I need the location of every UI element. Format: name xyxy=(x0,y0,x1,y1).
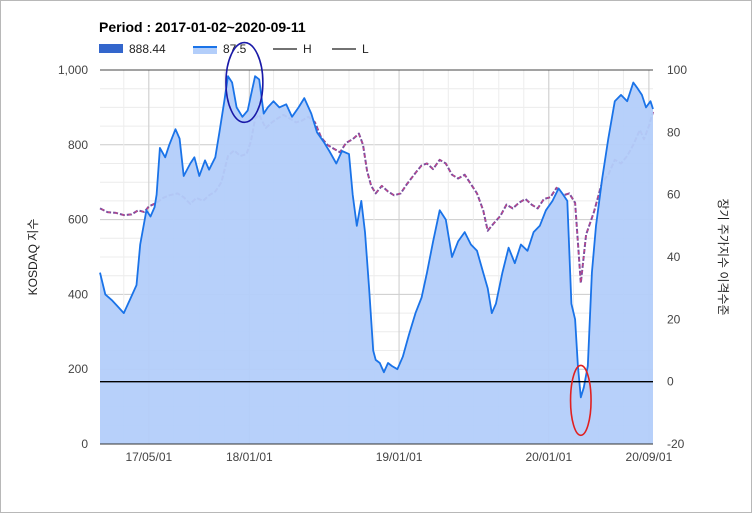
y-right-tick-label: -20 xyxy=(667,437,685,451)
legend-label-2: H xyxy=(303,42,312,56)
y-right-tick-label: 20 xyxy=(667,312,681,326)
legend-label-3: L xyxy=(362,42,369,56)
y-left-tick-label: 200 xyxy=(68,362,88,376)
x-tick-label: 20/01/01 xyxy=(525,450,572,464)
series-line-0 xyxy=(99,111,654,285)
y-right-tick-label: 100 xyxy=(667,63,687,77)
y-right-tick-label: 40 xyxy=(667,250,681,264)
x-tick-label: 17/05/01 xyxy=(125,450,172,464)
y-left-tick-label: 400 xyxy=(68,287,88,301)
legend-item-0: 888.44 xyxy=(99,42,166,56)
annotation-ellipse-1 xyxy=(569,364,592,437)
legend-item-2: H xyxy=(273,42,312,56)
chart-legend: 888.44 87.5 H L xyxy=(99,42,369,56)
data-series xyxy=(99,75,654,444)
x-tick-label: 18/01/01 xyxy=(226,450,273,464)
legend-swatch-fill-1 xyxy=(193,48,217,54)
chart-title: Period : 2017-01-02~2020-09-11 xyxy=(99,19,306,35)
y-right-tick-label: 0 xyxy=(667,375,674,389)
y-left-tick-label: 600 xyxy=(68,213,88,227)
legend-label-0: 888.44 xyxy=(129,42,166,56)
annotation-ellipse-0 xyxy=(225,41,264,124)
annotations xyxy=(225,41,592,437)
x-tick-label: 20/09/01 xyxy=(626,450,673,464)
y-right-tick-label: 60 xyxy=(667,188,681,202)
y-axis-left-title: KOSDAQ 지수 xyxy=(26,219,40,296)
y-left-tick-label: 800 xyxy=(68,138,88,152)
y-left-tick-label: 1,000 xyxy=(58,63,88,77)
series-line-1 xyxy=(99,75,654,399)
axes: 0 200 400 600 800 1,000 -20 0 20 40 60 80 100 17/05/0… xyxy=(58,63,687,464)
legend-swatch-0 xyxy=(99,44,123,53)
x-tick-label: 19/01/01 xyxy=(376,450,423,464)
y-axis-right-title: 장기 주가지수 이격수준 xyxy=(716,198,730,315)
y-left-tick-label: 0 xyxy=(81,437,88,451)
series-area-1 xyxy=(100,76,653,444)
legend-item-3: L xyxy=(332,42,369,56)
y-right-tick-label: 80 xyxy=(667,125,681,139)
reference-lines xyxy=(100,69,653,383)
